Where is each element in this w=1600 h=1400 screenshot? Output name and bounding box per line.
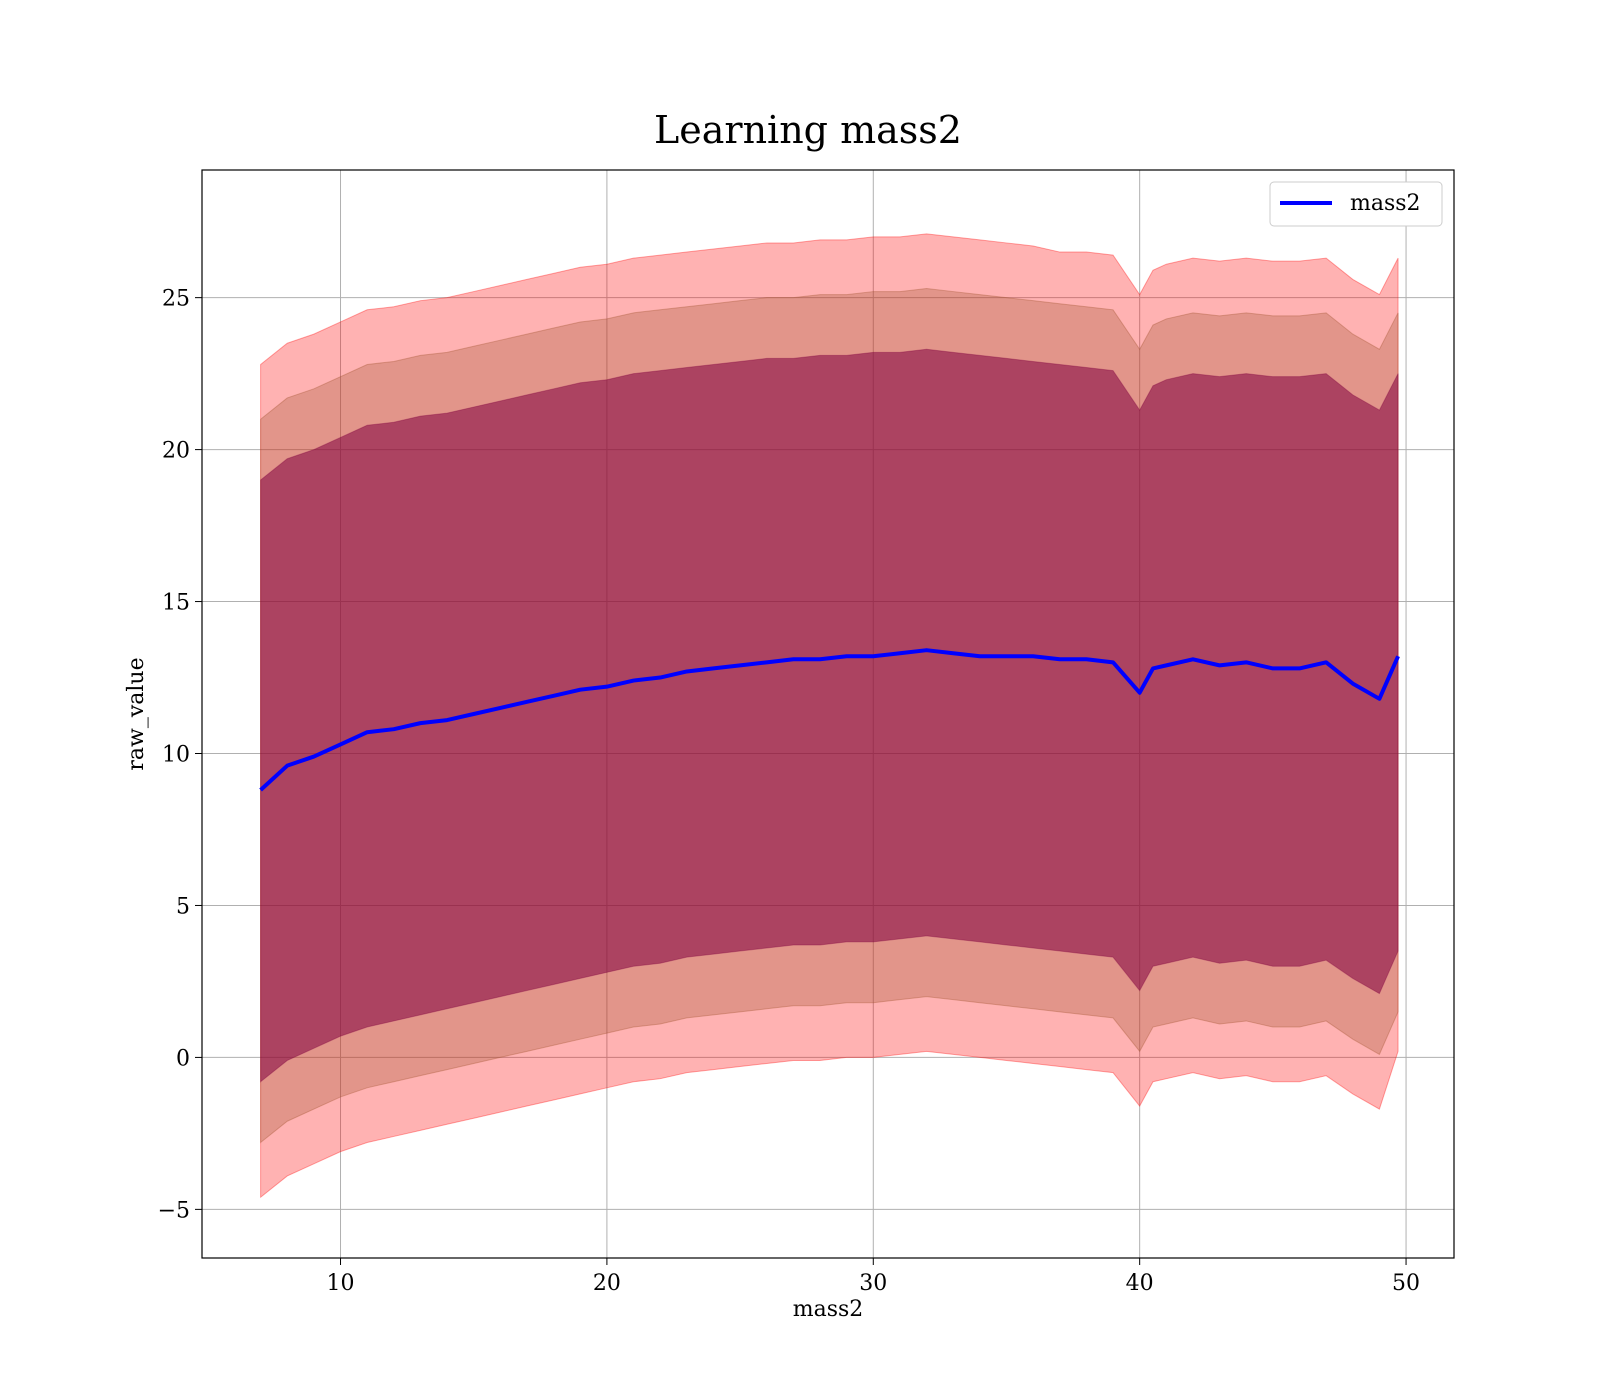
legend-label-mass2: mass2: [1350, 191, 1421, 216]
y-tick-label: 10: [162, 743, 190, 768]
y-tick-label: 20: [162, 439, 190, 464]
confidence-bands: [260, 233, 1399, 1199]
series-lines: [259, 648, 1400, 792]
series-line-mass2: [259, 648, 1400, 792]
y-tick-label: 5: [176, 894, 190, 919]
x-axis-label: mass2: [793, 1297, 864, 1322]
x-tick-label: 10: [327, 1271, 355, 1296]
legend: mass2: [1269, 181, 1443, 227]
band-inner: [260, 348, 1399, 1083]
x-tick-label: 40: [1126, 1271, 1154, 1296]
legend-box: [1269, 181, 1443, 227]
y-axis-label: raw_value: [124, 657, 149, 770]
x-tick-label: 50: [1392, 1271, 1420, 1296]
x-ticks: 10 20 30 40 50: [327, 1258, 1420, 1296]
y-tick-label: 0: [176, 1046, 190, 1071]
y-tick-label: 25: [162, 287, 190, 312]
y-tick-label: 15: [162, 591, 190, 616]
x-tick-label: 30: [859, 1271, 887, 1296]
plot-frame: [201, 169, 1455, 1259]
y-tick-label: −5: [158, 1198, 190, 1223]
y-ticks: −5 0 5 10 15 20 25: [158, 287, 202, 1223]
chart-title: Learning mass2: [654, 108, 962, 152]
x-tick-label: 20: [593, 1271, 621, 1296]
